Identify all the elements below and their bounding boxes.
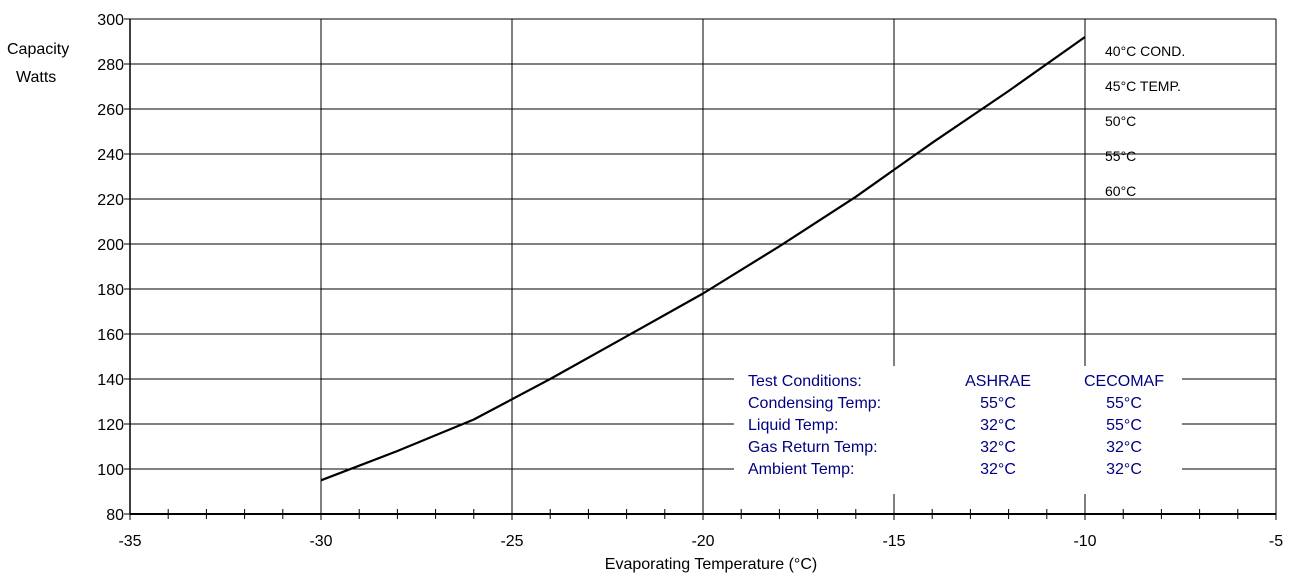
y-tick-label: 100	[97, 462, 124, 479]
y-tick-label: 140	[97, 372, 124, 389]
test-conditions-cell: Condensing Temp:	[748, 395, 881, 412]
test-conditions-header-cell: ASHRAE	[965, 373, 1031, 390]
test-conditions-header-cell: Test Conditions:	[748, 373, 862, 390]
y-tick-label: 300	[97, 12, 124, 29]
x-tick-label: -5	[1269, 533, 1283, 550]
test-conditions-cell: Gas Return Temp:	[748, 439, 878, 456]
y-tick-label: 240	[97, 147, 124, 164]
test-conditions-table: Test Conditions: ASHRAE CECOMAF Condensing …	[748, 373, 1164, 478]
x-axis-title: Evaporating Temperature (°C)	[605, 556, 817, 573]
series-label: 60°C	[1105, 183, 1136, 199]
test-conditions-cell: 55°C	[1106, 395, 1142, 412]
y-tick-label: 180	[97, 282, 124, 299]
y-tick-label: 280	[97, 57, 124, 74]
capacity-series-line	[320, 36, 1086, 482]
x-axis-ticks: -35 -30 -25 -20 -15 -10 -5	[118, 509, 1283, 550]
test-conditions-background	[734, 366, 1182, 494]
test-conditions-cell: Ambient Temp:	[748, 461, 854, 478]
test-conditions-cell: 32°C	[980, 439, 1016, 456]
x-tick-label: -30	[309, 533, 332, 550]
series-label: 55°C	[1105, 148, 1136, 164]
series-label: 45°C TEMP.	[1105, 78, 1181, 94]
y-axis-title-line-1: Capacity	[7, 41, 69, 58]
series-group	[320, 36, 1086, 482]
x-tick-label: -10	[1073, 533, 1096, 550]
grid-lines	[130, 18, 1277, 514]
test-conditions-cell: 55°C	[980, 395, 1016, 412]
test-conditions-cell: 32°C	[1106, 461, 1142, 478]
test-conditions-cell: 32°C	[980, 417, 1016, 434]
test-conditions-cell: 32°C	[980, 461, 1016, 478]
y-axis-ticks: 80 100 120 140 160 180 200 220 240 260 280 300	[97, 12, 130, 524]
test-conditions-cell: 55°C	[1106, 417, 1142, 434]
y-tick-label: 120	[97, 417, 124, 434]
series-labels: 40°C COND. 45°C TEMP. 50°C 55°C 60°C	[1105, 43, 1185, 199]
y-tick-label: 80	[106, 507, 124, 524]
x-tick-label: -15	[882, 533, 905, 550]
x-tick-label: -35	[118, 533, 141, 550]
test-conditions-cell: 32°C	[1106, 439, 1142, 456]
y-axis-title-line-2: Watts	[16, 69, 56, 86]
y-tick-label: 220	[97, 192, 124, 209]
test-conditions-cell: Liquid Temp:	[748, 417, 838, 434]
test-conditions-header-cell: CECOMAF	[1084, 373, 1164, 390]
y-tick-label: 200	[97, 237, 124, 254]
y-tick-label: 160	[97, 327, 124, 344]
x-tick-label: -20	[691, 533, 714, 550]
y-tick-label: 260	[97, 102, 124, 119]
series-label: 40°C COND.	[1105, 43, 1185, 59]
x-tick-label: -25	[500, 533, 523, 550]
series-label: 50°C	[1105, 113, 1136, 129]
